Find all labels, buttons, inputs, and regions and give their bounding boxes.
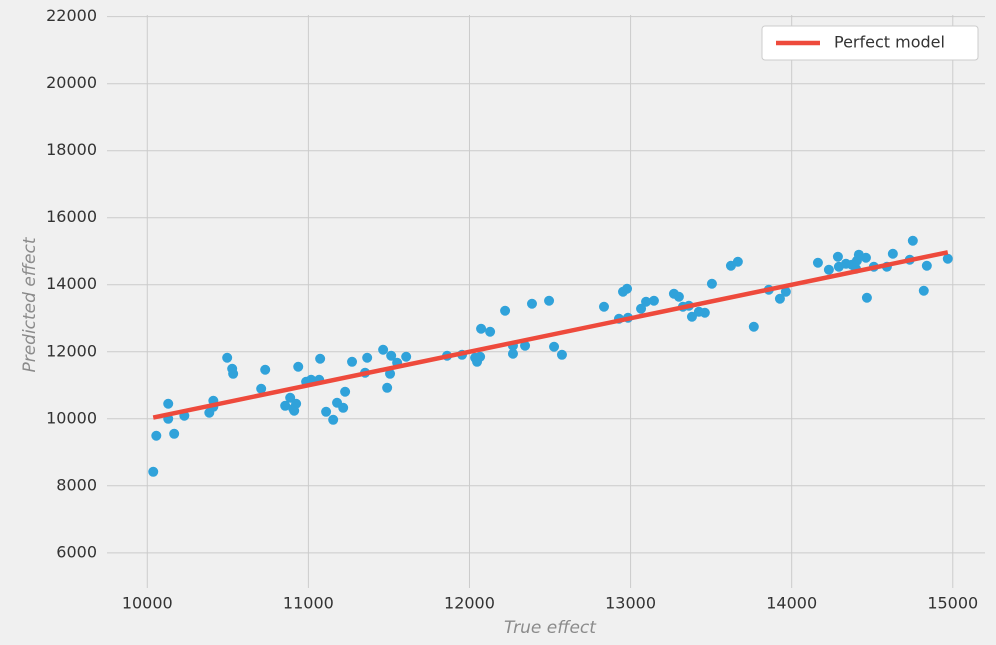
scatter-point [556,349,567,360]
scatter-point [861,292,872,303]
scatter-point [378,344,389,355]
scatter-point [812,257,823,268]
y-tick-label: 10000 [46,408,97,427]
scatter-point [748,321,759,332]
scatter-point [500,305,511,316]
scatter-point [362,352,373,363]
scatter-point [293,361,304,372]
scatter-point [475,351,486,362]
scatter-point [148,466,159,477]
scatter-point [386,350,397,361]
legend-label: Perfect model [834,33,945,52]
legend-box [761,25,979,61]
x-tick-label: 15000 [927,594,978,613]
scatter-point [485,326,496,337]
y-tick-label: 16000 [46,207,97,226]
scatter-point [907,235,918,246]
scatter-point [732,256,743,267]
y-axis-label: Predicted effect [20,236,40,372]
scatter-point [544,295,555,306]
scatter-point [780,286,791,297]
x-axis-label: True effect [504,618,597,638]
x-tick-label: 12000 [444,594,495,613]
scatter-point [347,356,358,367]
y-tick-label: 12000 [46,341,97,360]
scatter-point [686,311,697,322]
scatter-point [169,428,180,439]
x-tick-label: 13000 [605,594,656,613]
scatter-point [520,340,531,351]
y-tick-label: 18000 [46,140,97,159]
scatter-point [641,296,652,307]
scatter-point [222,352,233,363]
scatter-point [321,406,332,417]
scatter-point [673,291,684,302]
scatter-point [823,264,834,275]
scatter-point [622,283,633,294]
scatter-point [340,386,351,397]
y-tick-label: 22000 [46,6,97,25]
scatter-point [636,303,647,314]
scatter-point [942,253,953,264]
scatter-point [382,382,393,393]
scatter-point [918,285,929,296]
x-tick-label: 11000 [283,594,334,613]
scatter-point [163,398,174,409]
scatter-point [921,260,932,271]
scatter-point [526,298,537,309]
scatter-point [832,251,843,262]
y-tick-label: 6000 [56,542,97,561]
scatter-point [260,364,271,375]
line [152,250,949,420]
scatter-point [328,414,339,425]
scatter-point [549,341,560,352]
scatter-point [338,402,349,413]
x-tick-label: 10000 [122,594,173,613]
scatter-point [401,351,412,362]
scatter-point [151,430,162,441]
scatter-point [289,405,300,416]
scatter-point [385,368,396,379]
scatter-point [648,295,659,306]
scatter-point [256,383,267,394]
scatter-point [860,252,871,263]
scatter-point [315,353,326,364]
scatter-point [887,248,898,259]
x-tick-label: 14000 [766,594,817,613]
scatter-point [706,278,717,289]
y-tick-label: 8000 [56,475,97,494]
scatter-point [476,323,487,334]
y-tick-label: 14000 [46,274,97,293]
scatter-point [507,348,518,359]
scatter-point [280,400,291,411]
y-tick-label: 20000 [46,73,97,92]
scatter-point [774,293,785,304]
scatter-point [699,307,710,318]
scatter-point [228,368,239,379]
scatter-point [598,301,609,312]
